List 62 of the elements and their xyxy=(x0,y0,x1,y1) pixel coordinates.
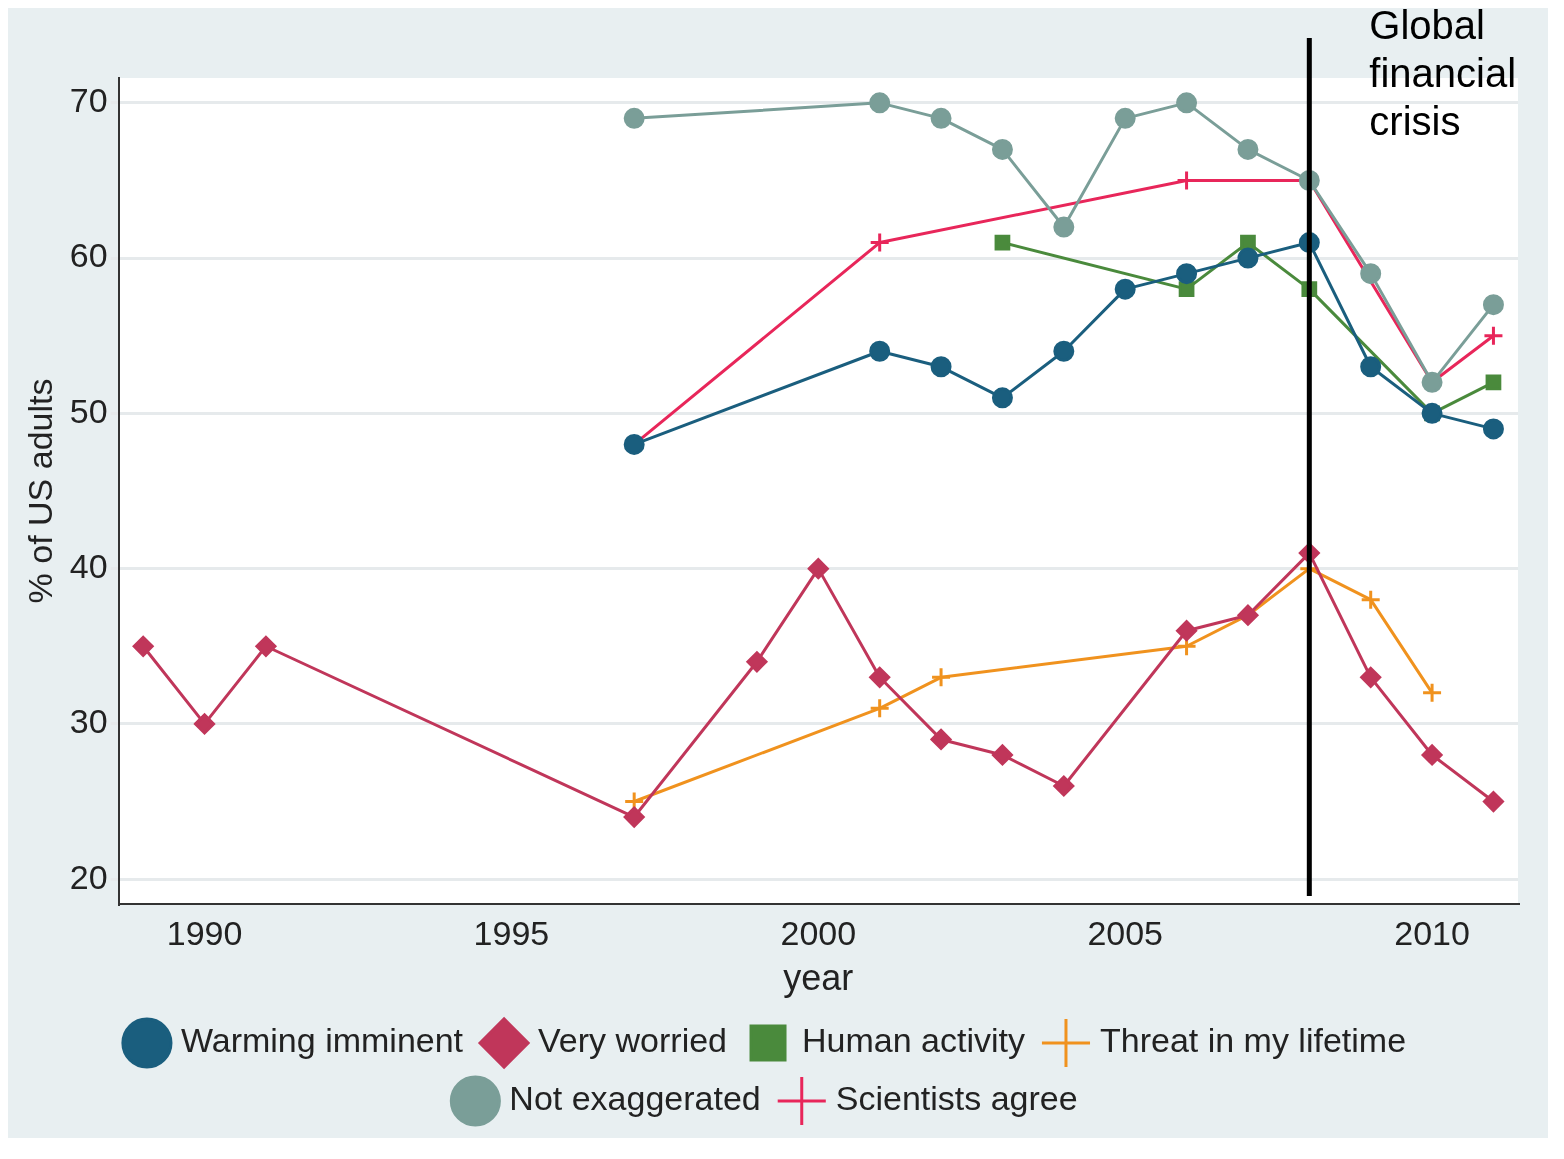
point xyxy=(1237,247,1259,269)
point xyxy=(1482,791,1504,813)
point xyxy=(991,387,1013,409)
point xyxy=(1237,138,1259,160)
point xyxy=(1053,340,1075,362)
x-tick-label: 2000 xyxy=(780,913,857,952)
point xyxy=(623,806,645,828)
point xyxy=(1482,294,1504,316)
point xyxy=(1176,620,1198,642)
point xyxy=(1360,589,1382,611)
point xyxy=(1360,263,1382,285)
x-tick-label: 2005 xyxy=(1087,913,1164,952)
point xyxy=(1053,216,1075,238)
x-axis-title: year xyxy=(783,957,854,999)
point xyxy=(1482,325,1504,347)
point xyxy=(991,744,1013,766)
point xyxy=(1240,234,1256,251)
y-tick-label: 70 xyxy=(69,81,108,120)
point xyxy=(1176,92,1198,114)
point xyxy=(1482,418,1504,440)
point xyxy=(1421,744,1443,766)
point xyxy=(930,666,952,688)
point xyxy=(1421,682,1443,704)
x-tick-label: 1990 xyxy=(166,913,243,952)
point xyxy=(930,728,952,750)
x-tick-label: 1995 xyxy=(473,913,550,952)
legend-label: Threat in my lifetime xyxy=(1099,1021,1407,1060)
x-tick-label: 2010 xyxy=(1394,913,1470,952)
point xyxy=(255,635,277,657)
point xyxy=(869,92,891,114)
point xyxy=(930,107,952,129)
y-axis-title: % of US adults xyxy=(20,378,59,604)
point xyxy=(1485,374,1502,391)
point xyxy=(869,697,891,719)
point xyxy=(1114,107,1136,129)
point xyxy=(1114,278,1136,300)
y-tick-label: 20 xyxy=(69,857,108,896)
point xyxy=(869,340,891,362)
y-tick-label: 30 xyxy=(69,702,108,741)
y-tick-label: 40 xyxy=(69,547,108,586)
point xyxy=(1176,263,1198,285)
point xyxy=(869,232,891,254)
point xyxy=(1360,666,1382,688)
legend-label: Scientists agree xyxy=(835,1079,1078,1118)
point xyxy=(994,234,1011,251)
point xyxy=(194,713,216,735)
legend-label: Very worried xyxy=(538,1021,728,1060)
point xyxy=(807,558,829,580)
point xyxy=(991,138,1013,160)
legend-label: Human activity xyxy=(802,1021,1025,1060)
point xyxy=(930,356,952,378)
legend-label: Not exaggerated xyxy=(509,1079,761,1118)
point xyxy=(1053,775,1075,797)
point xyxy=(132,635,154,657)
y-tick-label: 60 xyxy=(69,236,108,275)
point xyxy=(869,666,891,688)
point xyxy=(623,107,645,129)
ref-line-label: Global financial crisis xyxy=(1369,3,1517,144)
y-tick-label: 50 xyxy=(69,391,108,430)
point xyxy=(746,651,768,673)
point xyxy=(1360,356,1382,378)
legend-label: Warming imminent xyxy=(180,1021,464,1060)
